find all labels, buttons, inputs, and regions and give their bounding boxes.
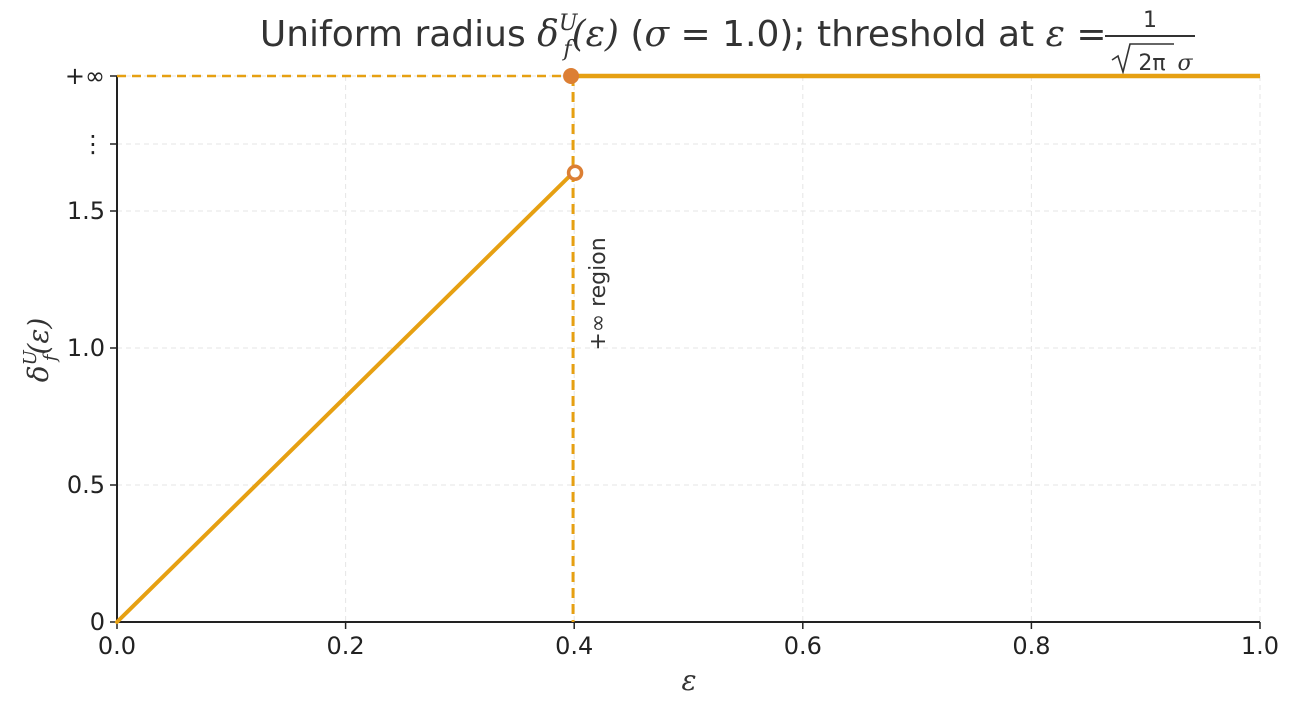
- x-axis-label: ε: [681, 664, 696, 697]
- sqrt-sign: [1111, 43, 1174, 75]
- title-frac-sigma: σ: [1177, 51, 1193, 76]
- y-tick-label: 1.0: [67, 334, 105, 362]
- open-endpoint: [566, 164, 584, 181]
- title-frac-numerator: 1: [1143, 8, 1157, 33]
- linear-segment: [115, 170, 576, 624]
- y-tick-label-infinity: +∞: [65, 62, 105, 90]
- x-tick-label: 0.2: [327, 632, 365, 660]
- y-tick-label-dots: ⋮: [81, 130, 105, 158]
- x-tick-label: 1.0: [1241, 632, 1279, 660]
- series: [115, 68, 1260, 624]
- y-axis-label: δUf(ε): [20, 318, 61, 383]
- ticks: 0.0 0.2 0.4 0.6 0.8 1.0 0 0.5 1.0 1.5 ⋮ +∞: [65, 62, 1279, 660]
- y-tick-label: 0: [90, 608, 105, 636]
- title-fraction: 1 2π σ: [1105, 8, 1195, 76]
- axes: [116, 76, 1260, 623]
- title-frac-sqrt: 2π: [1138, 51, 1165, 76]
- x-tick-label: 0.4: [555, 632, 593, 660]
- x-tick-label: 0.8: [1012, 632, 1050, 660]
- x-tick-label: 0.0: [98, 632, 136, 660]
- y-tick-label: 1.5: [67, 197, 105, 225]
- chart-title: Uniform radius δU f(ε) (σ = 1.0); thresho…: [260, 11, 1118, 62]
- y-tick-label: 0.5: [67, 471, 105, 499]
- grid: [117, 75, 1261, 622]
- closed-endpoint: [563, 68, 580, 84]
- x-tick-label: 0.6: [784, 632, 822, 660]
- infinity-region-annotation: +∞ region: [586, 237, 611, 350]
